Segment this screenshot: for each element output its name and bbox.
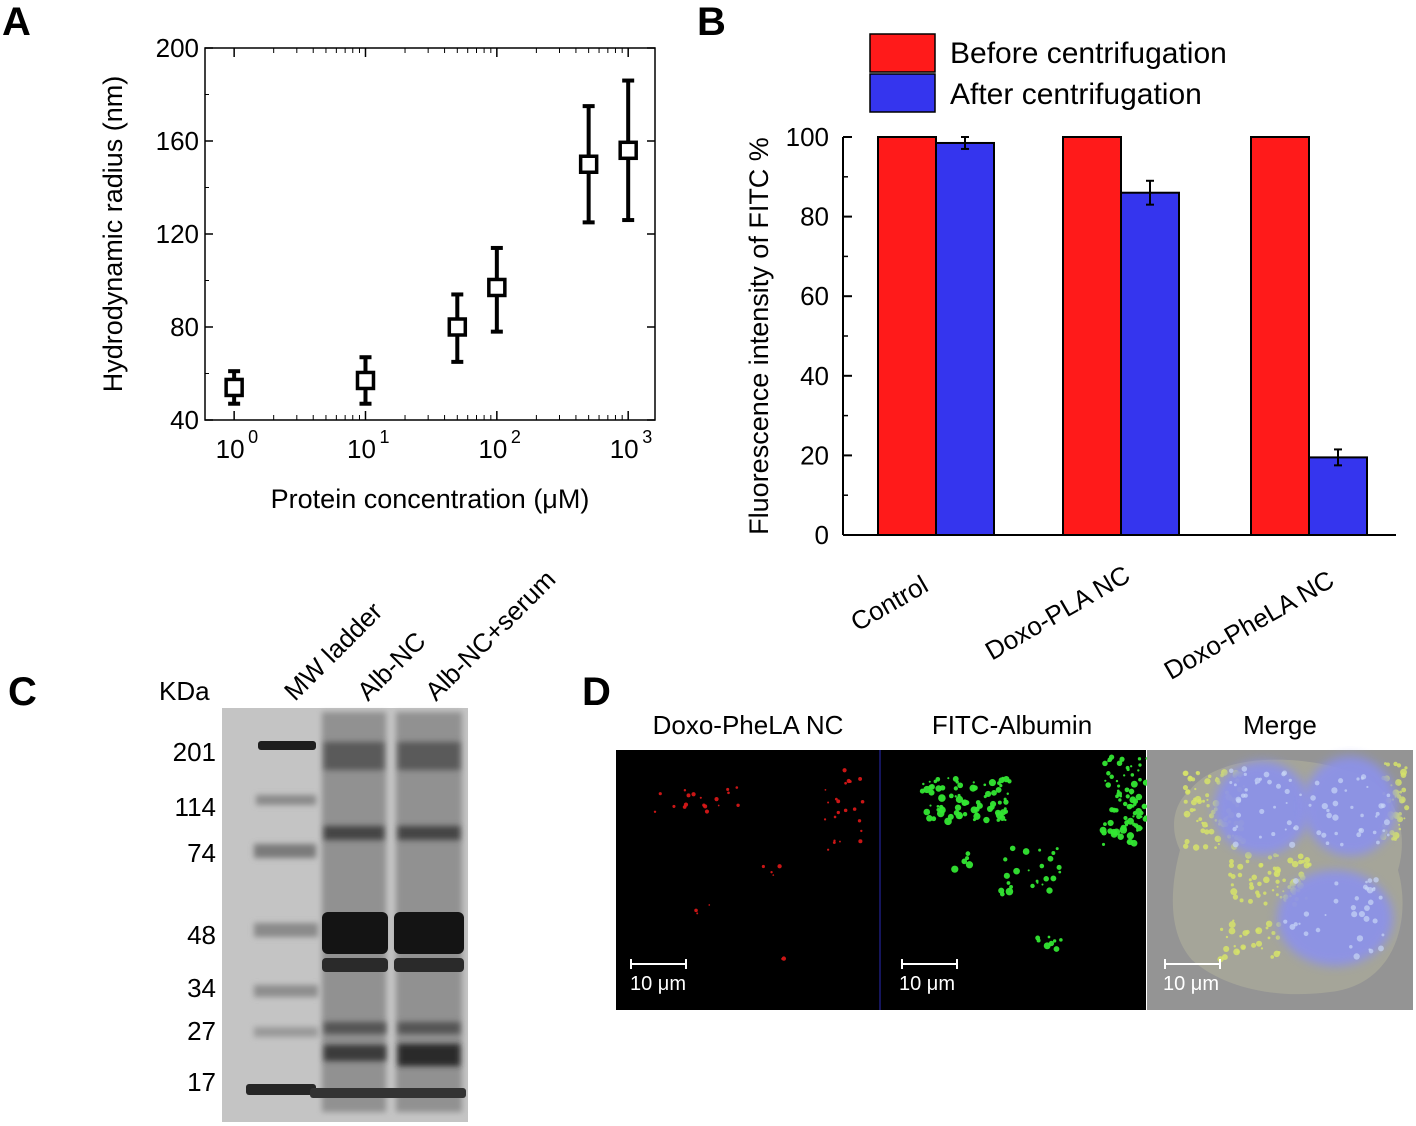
panel-b-bar <box>1250 136 1310 536</box>
panel-a-y-axis-label: Hydrodynamic radius (nm) <box>98 76 128 393</box>
panel-a-x-tick-label: 10 <box>610 434 639 464</box>
panel-b: B Before centrifugation After centrifuga… <box>697 0 1396 686</box>
panel-a-y-tick-label: 80 <box>170 312 199 342</box>
panel-a-marker <box>447 317 468 337</box>
panel-a-x-tick-labels: 10 0 10 1 10 2 10 3 <box>216 427 653 464</box>
scale-bar-fitc: 10 μm <box>899 973 955 995</box>
gel-mw-marker-label: 17 <box>187 1067 216 1097</box>
micro-image-merge: 10 μm <box>1147 750 1413 1010</box>
legend-label-before: Before centrifugation <box>950 37 1227 70</box>
gel-image <box>222 708 468 1122</box>
panel-a-y-tick-label: 200 <box>156 33 199 63</box>
panel-b-x-tick-label: Doxo-PLA NC <box>980 559 1135 666</box>
micro-title-doxo: Doxo-PheLA NC <box>653 710 844 740</box>
panel-c-letter: C <box>8 670 37 714</box>
micro-image-doxo: 10 μm <box>616 750 880 1010</box>
panel-a-x-tick-label: 10 <box>347 434 376 464</box>
panel-b-y-tick-label: 80 <box>800 202 829 232</box>
micro-title-merge: Merge <box>1243 710 1317 740</box>
gel-unit-label: KDa <box>159 676 210 706</box>
panel-b-x-tick-labels: Control Doxo-PLA NC Doxo-PheLA NC <box>845 559 1339 685</box>
gel-mw-marker-label: 34 <box>187 973 216 1003</box>
gel-mw-marker-label: 48 <box>187 920 216 950</box>
panel-b-y-tick-label: 40 <box>800 361 829 391</box>
panel-a-x-tick-label: 10 <box>478 434 507 464</box>
panel-b-y-axis-label: Fluorescence intensity of FITC % <box>744 137 774 535</box>
gel-mw-marker-label: 74 <box>187 838 216 868</box>
panel-b-x-tick-label: Control <box>845 569 933 637</box>
legend-swatch-before <box>869 33 936 73</box>
legend-label-after: After centrifugation <box>950 78 1202 111</box>
panel-a-y-tick-label: 120 <box>156 219 199 249</box>
panel-a-x-tick-label: 10 <box>216 434 245 464</box>
panel-b-bar <box>1062 136 1122 536</box>
panel-a-x-axis-label: Protein concentration (μM) <box>271 484 590 514</box>
legend-swatch-after <box>869 73 936 113</box>
panel-a-data-points <box>224 78 638 406</box>
panel-b-y-tick-label: 20 <box>800 440 829 470</box>
micro-image-fitc: 10 μm <box>879 750 1150 1010</box>
panel-a-point <box>224 369 244 406</box>
gel-mw-marker-label: 27 <box>187 1016 216 1046</box>
panel-b-bars <box>877 136 1368 537</box>
panel-b-y-tick-label: 0 <box>815 520 829 550</box>
panel-a-point <box>487 245 507 334</box>
panel-a-letter: A <box>2 0 31 44</box>
panel-b-letter: B <box>697 0 726 44</box>
panel-b-bar <box>1308 456 1368 537</box>
panel-c: C KDa MW ladder Alb-NC Alb-NC+serum <box>8 564 561 1122</box>
panel-a-x-tick-exponent: 3 <box>642 427 652 447</box>
gel-lane-label-alb-nc-serum: Alb-NC+serum <box>419 564 561 706</box>
panel-a-ticks <box>205 47 655 421</box>
panel-a-marker <box>578 154 599 174</box>
panel-a-point <box>578 104 599 225</box>
panel-d-letter: D <box>582 670 611 714</box>
panel-a-x-tick-exponent: 0 <box>248 427 258 447</box>
panel-a-y-tick-label: 40 <box>170 405 199 435</box>
gel-mw-markers: 201 114 74 48 34 27 17 <box>173 737 216 1097</box>
panel-a-y-tick-label: 160 <box>156 126 199 156</box>
panel-b-bar <box>877 136 937 536</box>
gel-mw-marker-label: 201 <box>173 737 216 767</box>
panel-b-y-tick-label: 60 <box>800 281 829 311</box>
panel-a-plot-frame <box>204 47 656 421</box>
panel-a-x-tick-exponent: 2 <box>511 427 521 447</box>
panel-a-point <box>447 292 468 364</box>
panel-a-marker <box>355 370 376 391</box>
scale-bar-doxo: 10 μm <box>630 973 686 995</box>
panel-a-y-tick-labels: 40 80 120 160 200 <box>156 33 199 435</box>
panel-d: D Doxo-PheLA NC FITC-Albumin Merge 10 μm… <box>582 670 1413 1010</box>
panel-a-marker <box>224 377 244 398</box>
panel-a-point <box>618 78 638 223</box>
gel-mw-marker-label: 114 <box>175 792 216 822</box>
scale-bar-merge: 10 μm <box>1163 973 1219 995</box>
panel-b-x-tick-label: Doxo-PheLA NC <box>1159 564 1339 685</box>
micro-title-fitc: FITC-Albumin <box>932 710 1092 740</box>
panel-b-bar <box>935 141 995 536</box>
panel-b-ticks <box>843 136 852 536</box>
panel-b-y-tick-labels: 0 20 40 60 80 100 <box>786 122 829 550</box>
panel-b-bar <box>1120 191 1180 536</box>
panel-b-y-tick-label: 100 <box>786 122 829 152</box>
panel-a-point <box>355 355 376 406</box>
panel-a-marker <box>618 140 638 161</box>
panel-a-marker <box>487 277 507 298</box>
panel-a-x-tick-exponent: 1 <box>379 427 389 447</box>
